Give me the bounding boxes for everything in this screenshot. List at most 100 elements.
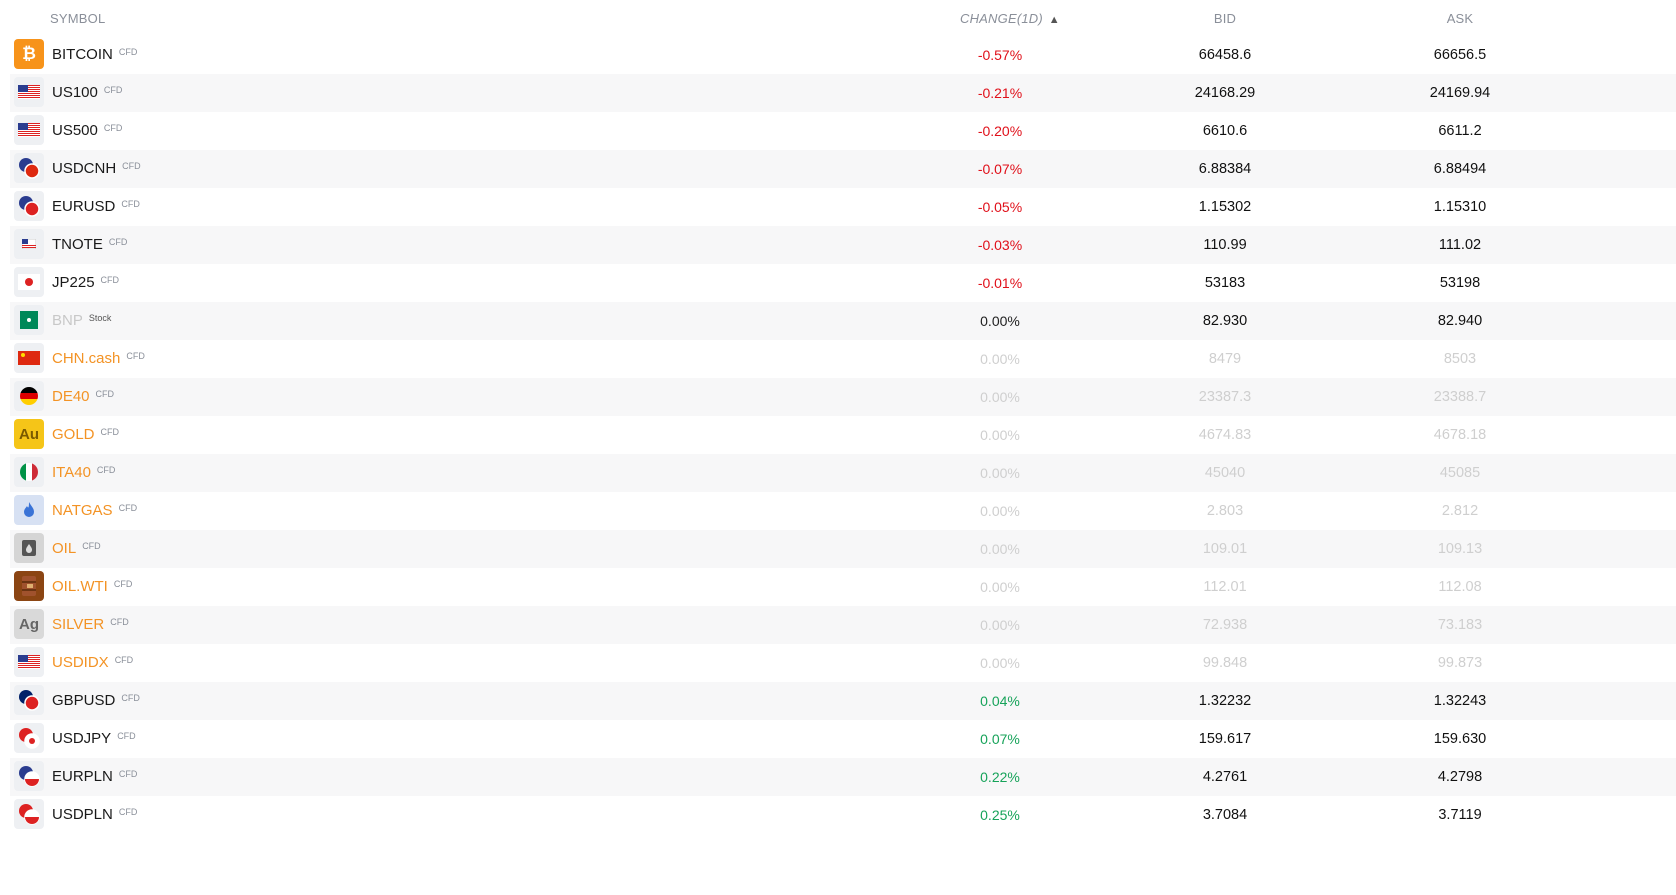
ask-price[interactable]: 4.2798 xyxy=(1437,769,1483,785)
ask-price[interactable]: 73.183 xyxy=(1437,617,1483,633)
symbol-cell: US100 CFD xyxy=(52,84,122,101)
table-row[interactable]: OIL CFD 0.00% 109.01 109.13 xyxy=(10,530,1676,568)
bid-price[interactable]: 72.938 xyxy=(1202,617,1248,633)
table-row[interactable]: US500 CFD -0.20% 6610.6 6611.2 xyxy=(10,112,1676,150)
bid-price[interactable]: 24168.29 xyxy=(1194,85,1256,101)
bid-price[interactable]: 23387.3 xyxy=(1198,389,1252,405)
bid-price[interactable]: 110.99 xyxy=(1203,237,1247,253)
bid-price[interactable]: 3.7084 xyxy=(1202,807,1248,823)
instrument-type-badge: CFD xyxy=(103,123,123,133)
table-row[interactable]: ITA40 CFD 0.00% 45040 45085 xyxy=(10,454,1676,492)
ask-price[interactable]: 112.08 xyxy=(1438,579,1482,595)
instrument-type-badge: CFD xyxy=(82,541,101,551)
ask-price[interactable]: 4678.18 xyxy=(1433,427,1487,443)
symbol-cell: GBPUSD CFD xyxy=(52,692,140,709)
us-flag-500-icon xyxy=(14,115,44,145)
ask-price[interactable]: 53198 xyxy=(1439,275,1481,291)
ask-price[interactable]: 66656.5 xyxy=(1433,47,1487,63)
bid-price[interactable]: 82.930 xyxy=(1202,313,1248,329)
ask-price[interactable]: 159.630 xyxy=(1433,731,1487,747)
bid-price[interactable]: 4.2761 xyxy=(1202,769,1248,785)
bid-price[interactable]: 53183 xyxy=(1204,275,1246,291)
table-row[interactable]: EURPLN CFD 0.22% 4.2761 4.2798 xyxy=(10,758,1676,796)
bid-price[interactable]: 1.15302 xyxy=(1198,199,1252,215)
symbol-cell: US500 CFD xyxy=(52,122,122,139)
ask-price[interactable]: 2.812 xyxy=(1441,503,1479,519)
table-row[interactable]: USDJPY CFD 0.07% 159.617 159.630 xyxy=(10,720,1676,758)
ask-price[interactable]: 99.873 xyxy=(1437,655,1483,671)
table-header: SYMBOL CHANGE(1D) ▲ BID ASK xyxy=(10,0,1676,36)
symbol-cell: SILVER CFD xyxy=(52,616,129,633)
symbol-cell: BITCOIN CFD xyxy=(52,46,137,63)
table-row[interactable]: DE40 CFD 0.00% 23387.3 23388.7 xyxy=(10,378,1676,416)
change-value: -0.20% xyxy=(977,123,1023,139)
table-row[interactable]: CHN.cash CFD 0.00% 8479 8503 xyxy=(10,340,1676,378)
change-value: 0.07% xyxy=(980,731,1020,747)
ask-price[interactable]: 1.15310 xyxy=(1433,199,1487,215)
change-value: -0.05% xyxy=(977,199,1023,215)
symbol-cell: USDCNH CFD xyxy=(52,160,141,177)
symbol-cell: GOLD CFD xyxy=(52,426,119,443)
symbol-cell: OIL CFD xyxy=(52,540,101,557)
ask-price[interactable]: 6611.2 xyxy=(1438,123,1482,139)
table-row[interactable]: Ag SILVER CFD 0.00% 72.938 73.183 xyxy=(10,606,1676,644)
us-flag-didx-icon xyxy=(14,647,44,677)
column-header-ask[interactable]: ASK xyxy=(1446,11,1474,26)
instrument-type-badge: Stock xyxy=(88,313,112,323)
ask-price[interactable]: 45085 xyxy=(1439,465,1481,481)
ask-price[interactable]: 8503 xyxy=(1443,351,1477,367)
ask-price[interactable]: 6.88494 xyxy=(1433,161,1487,177)
table-row[interactable]: NATGAS CFD 0.00% 2.803 2.812 xyxy=(10,492,1676,530)
bid-price[interactable]: 1.32232 xyxy=(1198,693,1252,709)
ask-price[interactable]: 109.13 xyxy=(1437,541,1483,557)
symbol-cell: CHN.cash CFD xyxy=(52,350,145,367)
bid-price[interactable]: 99.848 xyxy=(1202,655,1248,671)
change-value: 0.00% xyxy=(980,541,1020,557)
ask-price[interactable]: 24169.94 xyxy=(1429,85,1491,101)
bid-price[interactable]: 109.01 xyxy=(1202,541,1248,557)
gbp-usd-flags-icon xyxy=(14,685,44,715)
table-row[interactable]: GBPUSD CFD 0.04% 1.32232 1.32243 xyxy=(10,682,1676,720)
symbol-name: GOLD xyxy=(52,426,95,443)
gold-au-icon: Au xyxy=(14,419,44,449)
bid-price[interactable]: 6.88384 xyxy=(1198,161,1252,177)
instrument-type-badge: CFD xyxy=(103,85,123,95)
table-row[interactable]: BNP Stock 0.00% 82.930 82.940 xyxy=(10,302,1676,340)
table-row[interactable]: US100 CFD -0.21% 24168.29 24169.94 xyxy=(10,74,1676,112)
bid-price[interactable]: 159.617 xyxy=(1198,731,1252,747)
table-row[interactable]: TNOTE CFD -0.03% 110.99 111.02 xyxy=(10,226,1676,264)
table-row[interactable]: JP225 CFD -0.01% 53183 53198 xyxy=(10,264,1676,302)
bid-price[interactable]: 112.01 xyxy=(1203,579,1247,595)
change-value: 0.22% xyxy=(980,769,1020,785)
ask-price[interactable]: 3.7119 xyxy=(1438,807,1482,823)
table-row[interactable]: OIL.WTI CFD 0.00% 112.01 112.08 xyxy=(10,568,1676,606)
bid-price[interactable]: 8479 xyxy=(1208,351,1242,367)
column-header-change[interactable]: CHANGE(1D) ▲ xyxy=(960,11,1060,26)
table-row[interactable]: USDIDX CFD 0.00% 99.848 99.873 xyxy=(10,644,1676,682)
table-row[interactable]: USDPLN CFD 0.25% 3.7084 3.7119 xyxy=(10,796,1676,834)
bid-price[interactable]: 45040 xyxy=(1204,465,1246,481)
bid-price[interactable]: 2.803 xyxy=(1206,503,1244,519)
table-row[interactable]: Au GOLD CFD 0.00% 4674.83 4678.18 xyxy=(10,416,1676,454)
symbol-name: TNOTE xyxy=(52,236,103,253)
instrument-type-badge: CFD xyxy=(96,465,116,475)
instrument-type-badge: CFD xyxy=(118,769,138,779)
table-row[interactable]: ₿ BITCOIN CFD -0.57% 66458.6 66656.5 xyxy=(10,36,1676,74)
change-value: 0.00% xyxy=(980,503,1020,519)
change-value: -0.21% xyxy=(977,85,1023,101)
ask-price[interactable]: 111.02 xyxy=(1438,237,1482,253)
bid-price[interactable]: 4674.83 xyxy=(1198,427,1252,443)
column-header-bid[interactable]: BID xyxy=(1213,11,1237,26)
bid-price[interactable]: 66458.6 xyxy=(1198,47,1252,63)
ask-price[interactable]: 82.940 xyxy=(1437,313,1483,329)
column-header-symbol[interactable]: SYMBOL xyxy=(50,11,106,26)
table-row[interactable]: USDCNH CFD -0.07% 6.88384 6.88494 xyxy=(10,150,1676,188)
bid-price[interactable]: 6610.6 xyxy=(1202,123,1248,139)
ask-price[interactable]: 23388.7 xyxy=(1433,389,1487,405)
table-row[interactable]: EURUSD CFD -0.05% 1.15302 1.15310 xyxy=(10,188,1676,226)
oil-barrel-icon xyxy=(14,533,44,563)
ask-price[interactable]: 1.32243 xyxy=(1433,693,1487,709)
usd-pln-flags-icon xyxy=(14,799,44,829)
instrument-type-badge: CFD xyxy=(126,351,145,361)
symbol-name: USDCNH xyxy=(52,160,117,177)
